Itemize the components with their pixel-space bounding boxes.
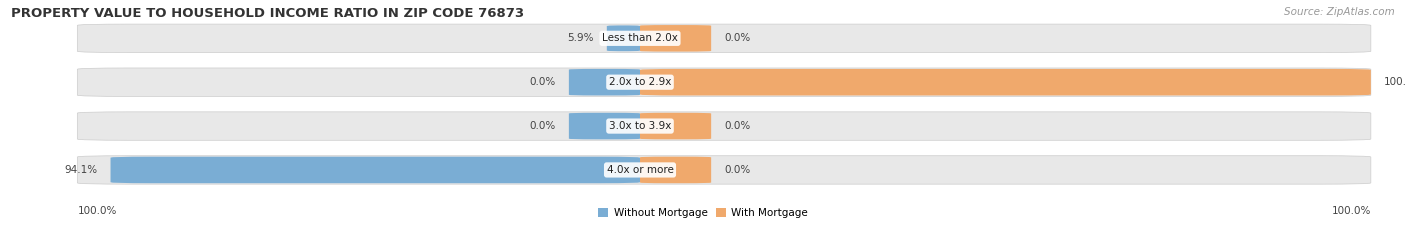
Text: Source: ZipAtlas.com: Source: ZipAtlas.com [1284, 7, 1395, 17]
Text: 94.1%: 94.1% [65, 165, 97, 175]
FancyBboxPatch shape [640, 69, 1371, 95]
FancyBboxPatch shape [77, 68, 1371, 96]
FancyBboxPatch shape [77, 112, 1371, 140]
FancyBboxPatch shape [569, 113, 640, 139]
Text: 100.0%: 100.0% [1331, 206, 1371, 216]
Text: 0.0%: 0.0% [530, 121, 555, 131]
Text: 4.0x or more: 4.0x or more [606, 165, 673, 175]
Text: 5.9%: 5.9% [568, 33, 593, 43]
FancyBboxPatch shape [640, 113, 711, 139]
FancyBboxPatch shape [640, 157, 711, 183]
Text: 100.0%: 100.0% [1384, 77, 1406, 87]
FancyBboxPatch shape [111, 157, 640, 183]
FancyBboxPatch shape [569, 69, 640, 95]
Text: 0.0%: 0.0% [724, 165, 751, 175]
FancyBboxPatch shape [640, 25, 711, 51]
Legend: Without Mortgage, With Mortgage: Without Mortgage, With Mortgage [593, 204, 813, 222]
Text: 100.0%: 100.0% [77, 206, 117, 216]
Text: 0.0%: 0.0% [724, 33, 751, 43]
Text: Less than 2.0x: Less than 2.0x [602, 33, 678, 43]
Text: 3.0x to 3.9x: 3.0x to 3.9x [609, 121, 671, 131]
Text: 2.0x to 2.9x: 2.0x to 2.9x [609, 77, 671, 87]
FancyBboxPatch shape [77, 156, 1371, 184]
FancyBboxPatch shape [602, 25, 645, 51]
FancyBboxPatch shape [77, 24, 1371, 52]
Text: 0.0%: 0.0% [530, 77, 555, 87]
Text: 0.0%: 0.0% [724, 121, 751, 131]
Text: PROPERTY VALUE TO HOUSEHOLD INCOME RATIO IN ZIP CODE 76873: PROPERTY VALUE TO HOUSEHOLD INCOME RATIO… [11, 7, 524, 20]
